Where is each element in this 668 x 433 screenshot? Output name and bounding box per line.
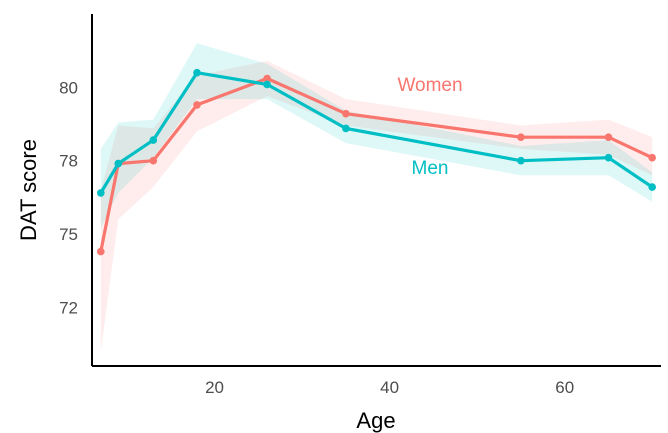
band-women bbox=[100, 60, 653, 352]
point-men bbox=[97, 189, 105, 197]
x-axis-title: Age bbox=[356, 408, 395, 433]
y-tick-label: 75 bbox=[59, 225, 78, 244]
series-label-women: Women bbox=[397, 75, 462, 96]
point-men bbox=[648, 183, 656, 191]
y-tick-labels: 72 75 78 80 bbox=[59, 78, 78, 317]
point-women bbox=[604, 133, 613, 141]
point-women bbox=[342, 109, 350, 118]
confidence-bands bbox=[100, 43, 653, 352]
y-tick-label: 72 bbox=[59, 298, 78, 317]
point-women bbox=[97, 247, 105, 256]
series-label-men: Men bbox=[412, 158, 449, 179]
x-tick-label: 40 bbox=[380, 378, 399, 397]
y-tick-label: 80 bbox=[59, 78, 78, 97]
point-men bbox=[149, 136, 158, 144]
point-women bbox=[149, 156, 158, 165]
point-men bbox=[193, 68, 201, 77]
point-men bbox=[114, 159, 123, 168]
series-points bbox=[97, 68, 656, 256]
point-women bbox=[648, 153, 656, 162]
point-men bbox=[263, 80, 271, 89]
y-tick-label: 78 bbox=[59, 152, 78, 171]
point-women bbox=[517, 133, 525, 141]
x-tick-label: 60 bbox=[555, 378, 574, 397]
point-men bbox=[517, 156, 525, 165]
y-axis-title: DAT score bbox=[16, 139, 41, 241]
x-tick-label: 20 bbox=[205, 378, 224, 397]
point-women bbox=[193, 101, 201, 109]
point-women bbox=[263, 74, 271, 83]
point-men bbox=[342, 124, 350, 133]
x-tick-labels: 20 40 60 bbox=[205, 378, 574, 397]
point-men bbox=[604, 153, 613, 162]
